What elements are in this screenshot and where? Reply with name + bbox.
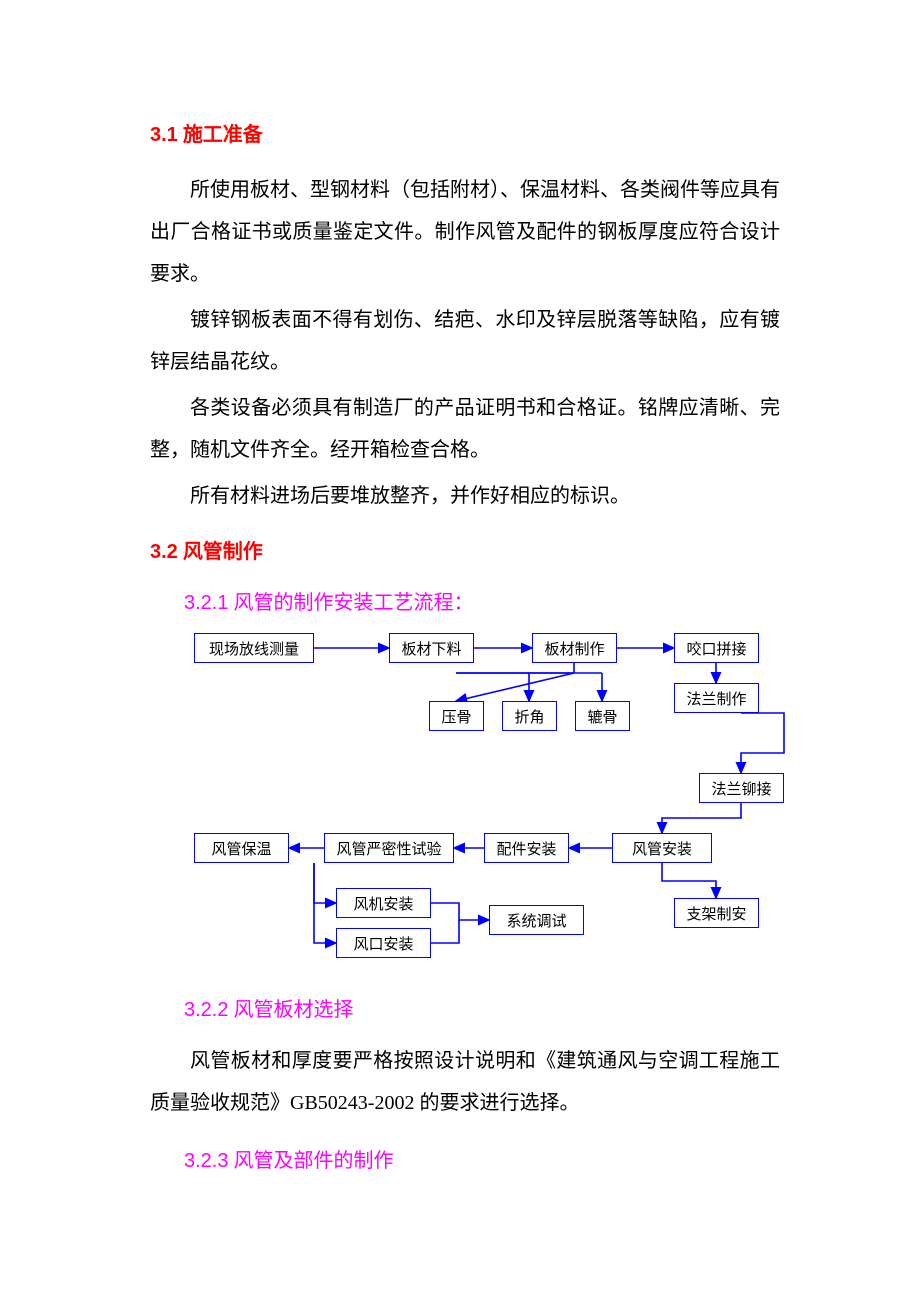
subheading-title: 风管板材选择 — [233, 999, 353, 1021]
flow-node: 风管保温 — [194, 833, 289, 863]
subheading-num: 3.2.1 — [184, 592, 228, 614]
flow-node: 配件安装 — [484, 833, 569, 863]
flow-node: 板材下料 — [389, 633, 474, 663]
subheading-title: 风管及部件的制作 — [233, 1150, 393, 1172]
heading-num: 3.1 — [150, 124, 178, 146]
flow-node: 风管严密性试验 — [324, 833, 454, 863]
heading-3-2: 3.2 风管制作 — [150, 535, 780, 564]
paragraph: 风管板材和厚度要严格按照设计说明和《建筑通风与空调工程施工质量验收规范》GB50… — [150, 1040, 780, 1124]
flow-node: 现场放线测量 — [194, 633, 314, 663]
paragraph: 各类设备必须具有制造厂的产品证明书和合格证。铭牌应清晰、完整，随机文件齐全。经开… — [150, 387, 780, 471]
flow-node: 板材制作 — [532, 633, 617, 663]
heading-3-1: 3.1 施工准备 — [150, 118, 780, 147]
flowchart: 现场放线测量 板材下料 板材制作 咬口拼接压骨折角辘骨 法兰制作法兰铆接风管安装 配件安装… — [184, 633, 804, 973]
heading-num: 3.2 — [150, 541, 178, 563]
flow-node: 风管安装 — [612, 833, 712, 863]
paragraph: 所有材料进场后要堆放整齐，并作好相应的标识。 — [150, 475, 780, 517]
paragraph: 所使用板材、型钢材料（包括附材）、保温材料、各类阀件等应具有出厂合格证书或质量鉴… — [150, 169, 780, 295]
subheading-num: 3.2.3 — [184, 1150, 228, 1172]
flow-node: 咬口拼接 — [674, 633, 759, 663]
subheading-3-2-1: 3.2.1 风管的制作安装工艺流程： — [184, 586, 780, 615]
flow-node: 风口安装 — [336, 928, 431, 958]
flow-node: 辘骨 — [575, 701, 630, 731]
flow-node: 法兰铆接 — [699, 773, 784, 803]
paragraph: 镀锌钢板表面不得有划伤、结疤、水印及锌层脱落等缺陷，应有镀锌层结晶花纹。 — [150, 299, 780, 383]
heading-title: 风管制作 — [183, 541, 263, 563]
subheading-title: 风管的制作安装工艺流程： — [233, 592, 473, 614]
flow-node: 折角 — [502, 701, 557, 731]
subheading-3-2-2: 3.2.2 风管板材选择 — [184, 993, 780, 1022]
heading-title: 施工准备 — [183, 124, 263, 146]
flow-node: 支架制安 — [674, 898, 759, 928]
flow-node: 法兰制作 — [674, 683, 759, 713]
flow-node: 压骨 — [429, 701, 484, 731]
subheading-3-2-3: 3.2.3 风管及部件的制作 — [184, 1144, 780, 1173]
flow-node: 系统调试 — [489, 905, 584, 935]
subheading-num: 3.2.2 — [184, 999, 228, 1021]
flow-node: 风机安装 — [336, 888, 431, 918]
